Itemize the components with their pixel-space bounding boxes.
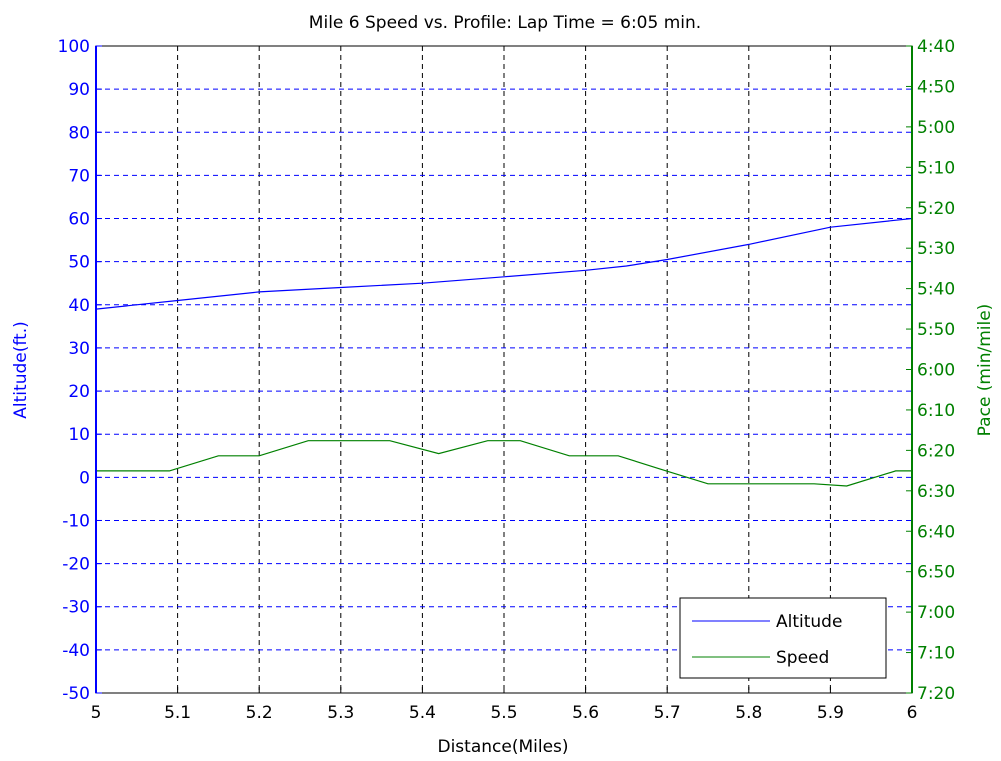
x-axis-label: Distance(Miles): [437, 737, 568, 757]
y-left-tick-label: 40: [68, 296, 90, 316]
y-right-tick-label: 6:50: [917, 563, 955, 583]
x-tick-label: 5.2: [246, 703, 273, 723]
y-left-tick-label: 90: [68, 80, 90, 100]
y-right-tick-label: 4:50: [917, 77, 955, 97]
series-speed-line: [96, 440, 912, 487]
y-right-tick-label: 5:10: [917, 158, 955, 178]
y-left-tick-label: -20: [62, 555, 90, 575]
y-right-tick-label: 5:30: [917, 239, 955, 259]
series-layer: [95, 217, 913, 487]
y-axis-right-label: Pace (min/mile): [975, 304, 995, 437]
x-tick-label: 5.3: [327, 703, 354, 723]
y-right-tick-label: 6:00: [917, 361, 955, 381]
y-left-tick-label: 0: [79, 468, 90, 488]
legend: Altitude Speed: [679, 597, 887, 679]
x-axis: 5 5.1 5.2 5.3 5.4 5.5 5.6 5.7 5.8 5.9 6: [91, 687, 918, 723]
y-axis-right: 4:40 4:50 5:00 5:10 5:20 5:30 5:40 5:50 6:00 6:10…: [906, 37, 955, 704]
y-right-tick-label: 4:40: [917, 37, 955, 57]
y-left-tick-label: 100: [58, 37, 90, 57]
y-right-tick-label: 5:00: [917, 118, 955, 138]
x-tick-label: 5.4: [409, 703, 436, 723]
y-right-tick-label: 5:40: [917, 280, 955, 300]
y-right-tick-label: 5:20: [917, 199, 955, 219]
y-axis-left-label: Altitude(ft.): [11, 321, 31, 418]
y-right-tick-label: 7:00: [917, 603, 955, 623]
x-tick-label: 5: [91, 703, 102, 723]
grid: [96, 46, 912, 693]
chart-title: Mile 6 Speed vs. Profile: Lap Time = 6:0…: [309, 13, 701, 33]
x-tick-label: 5.9: [817, 703, 844, 723]
y-axis-left: -50 -40 -30 -20 -10 0 10 20 30 40 50 60 70 80 90 100: [58, 37, 102, 704]
y-left-tick-label: 10: [68, 425, 90, 445]
y-right-tick-label: 7:20: [917, 684, 955, 704]
x-tick-label: 5.6: [572, 703, 599, 723]
y-right-tick-label: 6:40: [917, 522, 955, 542]
y-left-tick-label: -10: [62, 511, 90, 531]
y-left-tick-label: 70: [68, 166, 90, 186]
y-right-tick-label: 7:10: [917, 644, 955, 664]
x-tick-label: 5.7: [654, 703, 681, 723]
x-tick-label: 5.8: [735, 703, 762, 723]
legend-box: [679, 597, 887, 679]
y-right-tick-label: 6:30: [917, 482, 955, 502]
legend-speed-label: Speed: [776, 648, 829, 668]
x-tick-label: 5.1: [164, 703, 191, 723]
legend-altitude-label: Altitude: [776, 612, 842, 632]
series-altitude-line: [95, 217, 913, 310]
y-left-tick-label: 50: [68, 253, 90, 273]
y-left-tick-label: -30: [62, 598, 90, 618]
x-tick-label: 6: [907, 703, 918, 723]
y-right-tick-label: 5:50: [917, 320, 955, 340]
y-left-tick-label: 80: [68, 123, 90, 143]
y-left-tick-label: 30: [68, 339, 90, 359]
y-left-tick-label: -50: [62, 684, 90, 704]
y-left-tick-label: 20: [68, 382, 90, 402]
y-right-tick-label: 6:10: [917, 401, 955, 421]
y-left-tick-label: 60: [68, 210, 90, 230]
y-left-tick-label: -40: [62, 641, 90, 661]
y-right-tick-label: 6:20: [917, 441, 955, 461]
x-tick-label: 5.5: [490, 703, 517, 723]
